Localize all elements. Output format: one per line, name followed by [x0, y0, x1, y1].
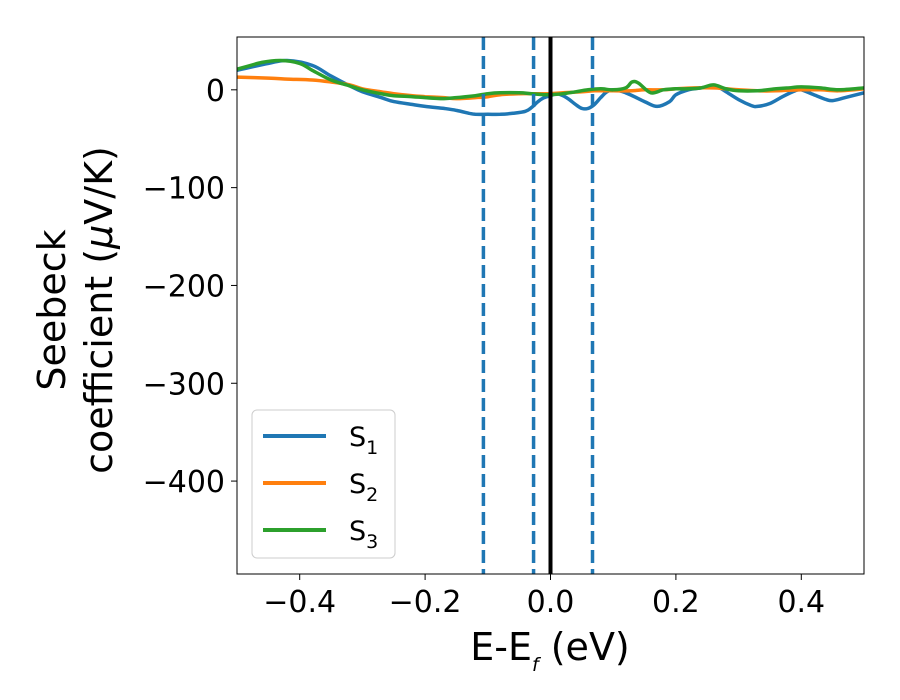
- x-tick-label: 0.4: [777, 585, 825, 620]
- series-line-s1: [237, 58, 864, 117]
- legend-label-s3: S3: [349, 516, 378, 553]
- x-axis: −0.4 −0.2 0.0 0.2 0.4: [263, 574, 825, 620]
- series-line-s3: [237, 58, 864, 101]
- y-axis-title-line2-end: V/K): [77, 146, 121, 225]
- y-tick-label: −400: [143, 465, 225, 500]
- series-lines: [237, 58, 864, 117]
- y-axis-title-mu: μ: [77, 225, 121, 250]
- y-axis: 0 −100 −200 −300 −400: [143, 74, 237, 500]
- y-tick-label: 0: [206, 74, 225, 109]
- x-tick-label: 0.2: [652, 585, 700, 620]
- y-axis-title-line2-text: coefficient (: [77, 249, 121, 474]
- fermi-markers: [481, 37, 595, 574]
- x-axis-title: E-Ef (eV): [470, 625, 630, 676]
- x-tick-label: −0.4: [263, 585, 336, 620]
- legend-label-s1: S1: [349, 422, 378, 459]
- x-tick-label: −0.2: [389, 585, 462, 620]
- y-tick-label: −300: [143, 367, 225, 402]
- y-tick-label: −200: [143, 269, 225, 304]
- x-axis-title-main: E-E: [470, 625, 532, 669]
- x-axis-title-sub: f: [532, 654, 542, 676]
- legend-label-s2: S2: [349, 469, 378, 506]
- y-axis-title-line2: coefficient (μV/K): [77, 146, 121, 474]
- y-tick-label: −100: [143, 172, 225, 207]
- x-tick-label: 0.0: [527, 585, 575, 620]
- plot-area: [237, 37, 864, 574]
- y-axis-title-line1: Seebeck: [30, 229, 74, 390]
- legend: S1 S2 S3: [251, 409, 396, 559]
- x-axis-title-unit: (eV): [539, 625, 630, 669]
- y-axis-title: Seebeck coefficient (μV/K): [30, 146, 121, 474]
